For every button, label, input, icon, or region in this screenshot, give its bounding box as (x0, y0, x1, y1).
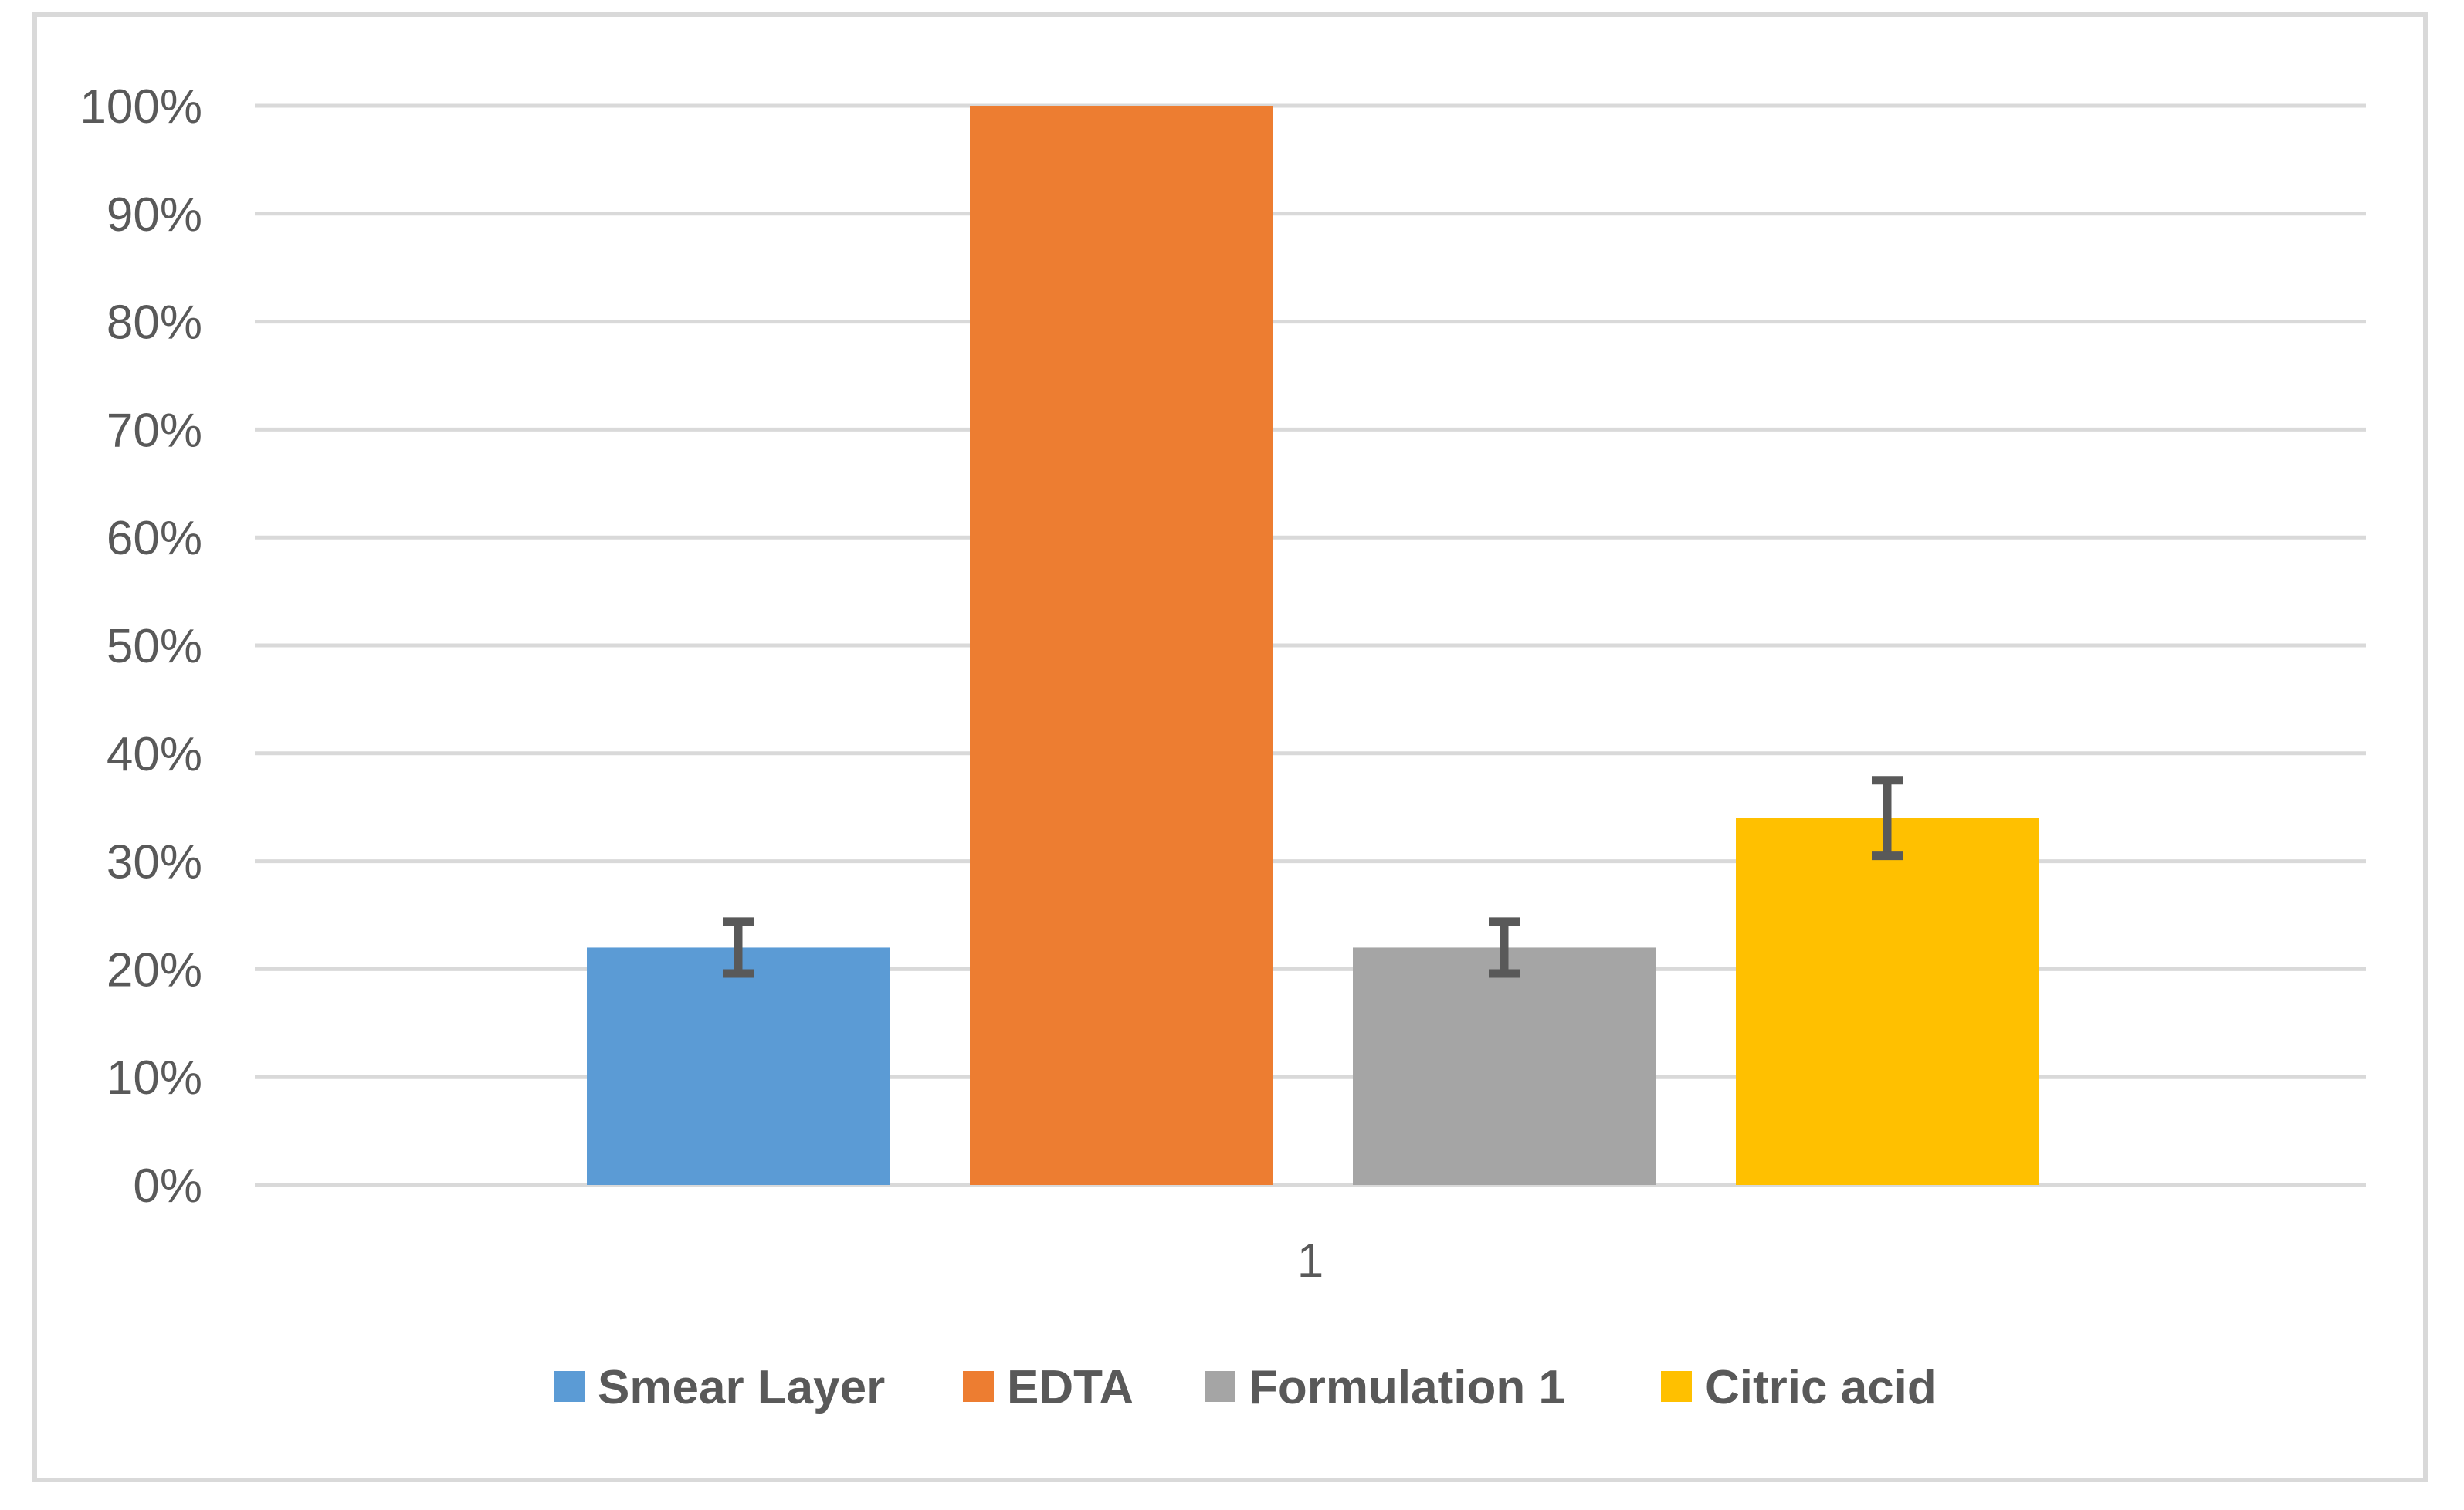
legend: Smear Layer EDTA Formulation 1 Citric acid (554, 1361, 1937, 1414)
y-axis-tick-labels: 0% 10% 20% 30% 40% 50% 60% 70% 80% 90% 100% (80, 80, 202, 1213)
y-tick-label: 90% (107, 188, 202, 242)
legend-label: Formulation 1 (1249, 1361, 1565, 1414)
y-tick-label: 80% (107, 296, 202, 350)
legend-swatch (554, 1371, 585, 1402)
legend-swatch (963, 1371, 994, 1402)
y-tick-label: 10% (107, 1051, 202, 1105)
x-axis-tick-labels: 1 (1297, 1234, 1324, 1288)
error-bar (723, 917, 754, 978)
bar-edta (970, 106, 1273, 1185)
legend-label: Smear Layer (598, 1361, 885, 1414)
y-tick-label: 30% (107, 836, 202, 889)
error-bar (1872, 776, 1903, 861)
bar-formulation-1 (1353, 947, 1656, 1185)
y-tick-label: 20% (107, 943, 202, 997)
x-tick-label: 1 (1297, 1234, 1324, 1288)
error-bars (723, 776, 1903, 978)
legend-item: Formulation 1 (1205, 1361, 1565, 1414)
legend-label: EDTA (1007, 1361, 1134, 1414)
legend-label: Citric acid (1705, 1361, 1937, 1414)
y-tick-label: 100% (80, 80, 202, 134)
y-tick-label: 50% (107, 620, 202, 673)
bar-smear-layer (587, 947, 890, 1185)
legend-item: Citric acid (1661, 1361, 1937, 1414)
legend-item: EDTA (963, 1361, 1134, 1414)
error-bar (1489, 917, 1520, 978)
legend-swatch (1205, 1371, 1235, 1402)
y-tick-label: 40% (107, 728, 202, 781)
y-tick-label: 0% (133, 1160, 202, 1213)
gridlines (255, 103, 2366, 1187)
bar-citric-acid (1736, 818, 2039, 1185)
legend-item: Smear Layer (554, 1361, 885, 1414)
y-tick-label: 70% (107, 404, 202, 457)
bars (587, 106, 2039, 1185)
y-tick-label: 60% (107, 512, 202, 565)
legend-swatch (1661, 1371, 1692, 1402)
